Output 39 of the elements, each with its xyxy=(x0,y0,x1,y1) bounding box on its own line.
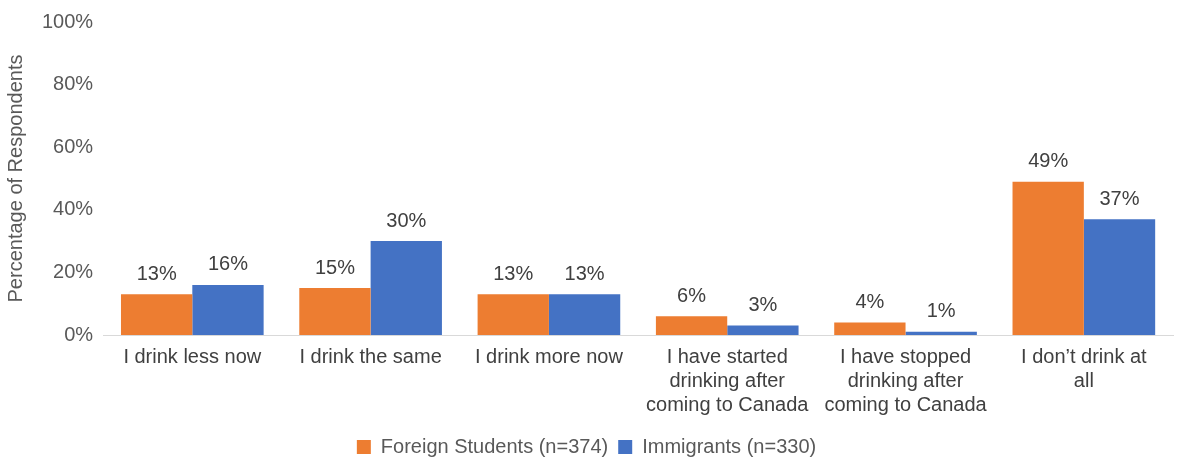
bar xyxy=(1012,181,1084,335)
legend-label: Immigrants (n=330) xyxy=(642,434,817,457)
data-label: 3% xyxy=(748,293,778,316)
bar xyxy=(905,331,977,335)
y-tick-label: 20% xyxy=(53,259,94,282)
data-label: 30% xyxy=(386,208,427,231)
data-label: 13% xyxy=(493,261,534,284)
bar xyxy=(299,288,371,335)
data-label: 49% xyxy=(1028,149,1069,172)
data-label: 13% xyxy=(136,261,177,284)
x-tick-label: I drink the same xyxy=(299,344,442,367)
bar xyxy=(834,322,906,335)
data-label: 13% xyxy=(564,261,605,284)
bar xyxy=(727,325,799,335)
data-label: 1% xyxy=(926,299,956,322)
y-tick-label: 80% xyxy=(53,72,94,95)
data-label: 16% xyxy=(207,252,249,275)
y-tick-label: 40% xyxy=(53,197,94,220)
bar xyxy=(120,294,193,335)
data-label: 15% xyxy=(314,255,356,278)
x-tick-label: I drink less now xyxy=(123,344,262,367)
y-tick-label: 0% xyxy=(64,322,94,345)
bar xyxy=(1083,219,1156,335)
bar xyxy=(548,294,621,335)
bar xyxy=(477,294,549,335)
x-tick-label: I have stopped drinking after coming to Canada xyxy=(824,344,988,415)
y-tick-label: 100% xyxy=(42,9,94,32)
legend-label: Foreign Students (n=374) xyxy=(380,434,609,457)
data-label: 6% xyxy=(677,283,707,306)
x-tick-label: I don’t drink at all xyxy=(1021,344,1148,391)
data-label: 37% xyxy=(1099,186,1140,209)
y-axis-title: Percentage of Respondents xyxy=(3,54,26,303)
bar xyxy=(655,316,728,335)
data-label: 4% xyxy=(855,290,885,312)
bar xyxy=(192,284,264,335)
y-tick-label: 60% xyxy=(53,134,94,157)
x-tick-label: I drink more now xyxy=(475,344,624,367)
bar xyxy=(370,241,442,335)
x-tick-label: I have started drinking after coming to Canada xyxy=(646,344,810,415)
